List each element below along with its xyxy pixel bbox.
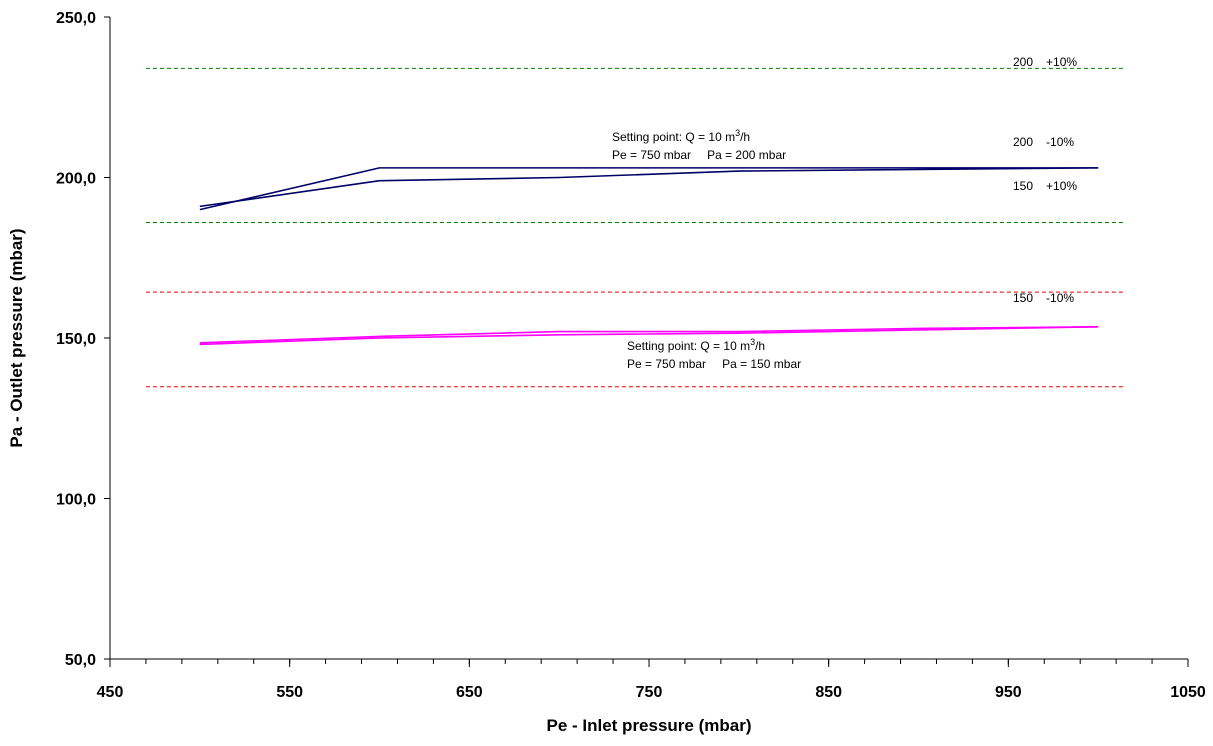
tolerance-nominal: 200 — [1013, 55, 1033, 69]
reference-lines — [145, 67, 1126, 388]
x-tick-label: 1050 — [1170, 684, 1206, 701]
y-tick-label: 200,0 — [56, 171, 96, 188]
inlet-pressure-text: Pe = 750 mbar — [627, 357, 706, 371]
x-tick-label: 950 — [995, 684, 1022, 701]
setting-point-pressures: Pe = 750 mbar Pa = 200 mbar — [612, 148, 786, 162]
tolerance-percent: -10% — [1046, 291, 1074, 305]
unit-text: /h — [740, 130, 750, 144]
y-tick-label: 50,0 — [65, 652, 96, 669]
labels: 200 +10% 200 -10% 150 +10% 150 -10% Setting poin… — [612, 55, 1077, 371]
superscript: 3 — [750, 337, 755, 347]
series-line — [199, 325, 1099, 344]
tolerance-label: 150 +10% — [1013, 179, 1077, 193]
y-axis-title: Pa - Outlet pressure (mbar) — [7, 228, 26, 447]
inlet-pressure-text: Pe = 750 mbar — [612, 148, 691, 162]
x-tick-label: 750 — [636, 684, 663, 701]
tolerance-label: 200 -10% — [1013, 135, 1074, 149]
setting-point-text: Setting point: Q = 10 m — [612, 130, 735, 144]
setting-point-label: Setting point: Q = 10 m3/h — [627, 337, 765, 353]
tolerance-percent: +10% — [1046, 179, 1077, 193]
y-tick-label: 150,0 — [56, 331, 96, 348]
tolerance-label: 200 +10% — [1013, 55, 1077, 69]
tolerance-percent: +10% — [1046, 55, 1077, 69]
axes: 50,0 100,0 150,0 200,0 250,0 450 550 650 750 850 9… — [56, 10, 1206, 701]
y-tick-label: 100,0 — [56, 492, 96, 509]
tolerance-nominal: 200 — [1013, 135, 1033, 149]
setting-point-pressures: Pe = 750 mbar Pa = 150 mbar — [627, 357, 801, 371]
x-axis-title: Pe - Inlet pressure (mbar) — [546, 716, 751, 735]
tolerance-percent: -10% — [1046, 135, 1074, 149]
x-tick-label: 850 — [815, 684, 842, 701]
y-tick-label: 250,0 — [56, 10, 96, 27]
setting-point-label: Setting point: Q = 10 m3/h — [612, 128, 750, 144]
outlet-pressure-text: Pa = 150 mbar — [722, 357, 801, 371]
series-line — [199, 325, 1099, 346]
setting-point-text: Setting point: Q = 10 m — [627, 339, 750, 353]
tolerance-label: 150 -10% — [1013, 291, 1074, 305]
unit-text: /h — [755, 339, 765, 353]
x-tick-label: 550 — [276, 684, 303, 701]
tolerance-nominal: 150 — [1013, 291, 1033, 305]
x-tick-label: 650 — [456, 684, 483, 701]
series-line — [199, 167, 1099, 208]
x-tick-label: 450 — [97, 684, 124, 701]
outlet-pressure-text: Pa = 200 mbar — [707, 148, 786, 162]
tolerance-nominal: 150 — [1013, 179, 1033, 193]
series-line — [199, 167, 1099, 211]
series-lines — [199, 167, 1099, 346]
superscript: 3 — [735, 128, 740, 138]
